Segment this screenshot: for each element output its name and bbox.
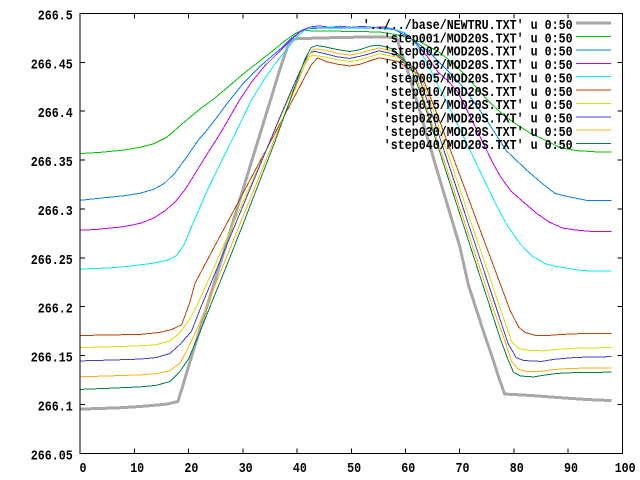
svg-text:'step020/MOD20S.TXT' u 0:50: 'step020/MOD20S.TXT' u 0:50	[384, 112, 573, 128]
svg-text:'../../base/NEWTRU.TXT' u 0:50: '../../base/NEWTRU.TXT' u 0:50	[363, 18, 573, 34]
svg-text:'step010/MOD20S.TXT' u 0:50: 'step010/MOD20S.TXT' u 0:50	[384, 85, 573, 101]
svg-text:266.35: 266.35	[31, 155, 73, 171]
svg-text:'step015/MOD20S.TXT' u 0:50: 'step015/MOD20S.TXT' u 0:50	[384, 98, 573, 114]
svg-text:100: 100	[615, 461, 636, 477]
svg-text:266.05: 266.05	[31, 448, 73, 464]
svg-text:90: 90	[564, 461, 578, 477]
svg-text:0: 0	[80, 461, 87, 477]
svg-text:'step003/MOD20S.TXT' u 0:50: 'step003/MOD20S.TXT' u 0:50	[384, 58, 573, 74]
svg-text:266.1: 266.1	[38, 400, 73, 416]
svg-text:266.15: 266.15	[31, 351, 73, 367]
svg-text:266.4: 266.4	[38, 106, 73, 122]
svg-text:'step002/MOD20S.TXT' u 0:50: 'step002/MOD20S.TXT' u 0:50	[384, 45, 573, 61]
svg-text:80: 80	[510, 461, 524, 477]
svg-text:70: 70	[456, 461, 470, 477]
svg-text:10: 10	[130, 461, 144, 477]
svg-text:266.3: 266.3	[38, 204, 73, 220]
svg-text:60: 60	[401, 461, 415, 477]
svg-text:266.25: 266.25	[31, 253, 73, 269]
svg-text:'step040/MOD20S.TXT' u 0:50: 'step040/MOD20S.TXT' u 0:50	[384, 138, 573, 154]
svg-text:'step005/MOD20S.TXT' u 0:50: 'step005/MOD20S.TXT' u 0:50	[384, 71, 573, 87]
svg-text:20: 20	[184, 461, 198, 477]
svg-text:50: 50	[347, 461, 361, 477]
svg-text:'step001/MOD20S.TXT' u 0:50: 'step001/MOD20S.TXT' u 0:50	[384, 31, 573, 47]
svg-text:266.45: 266.45	[31, 57, 73, 73]
svg-text:40: 40	[293, 461, 307, 477]
svg-text:266.5: 266.5	[38, 8, 73, 24]
svg-text:'step030/MOD20S.TXT' u 0:50: 'step030/MOD20S.TXT' u 0:50	[384, 125, 573, 141]
svg-text:30: 30	[239, 461, 253, 477]
svg-text:266.2: 266.2	[38, 302, 73, 318]
